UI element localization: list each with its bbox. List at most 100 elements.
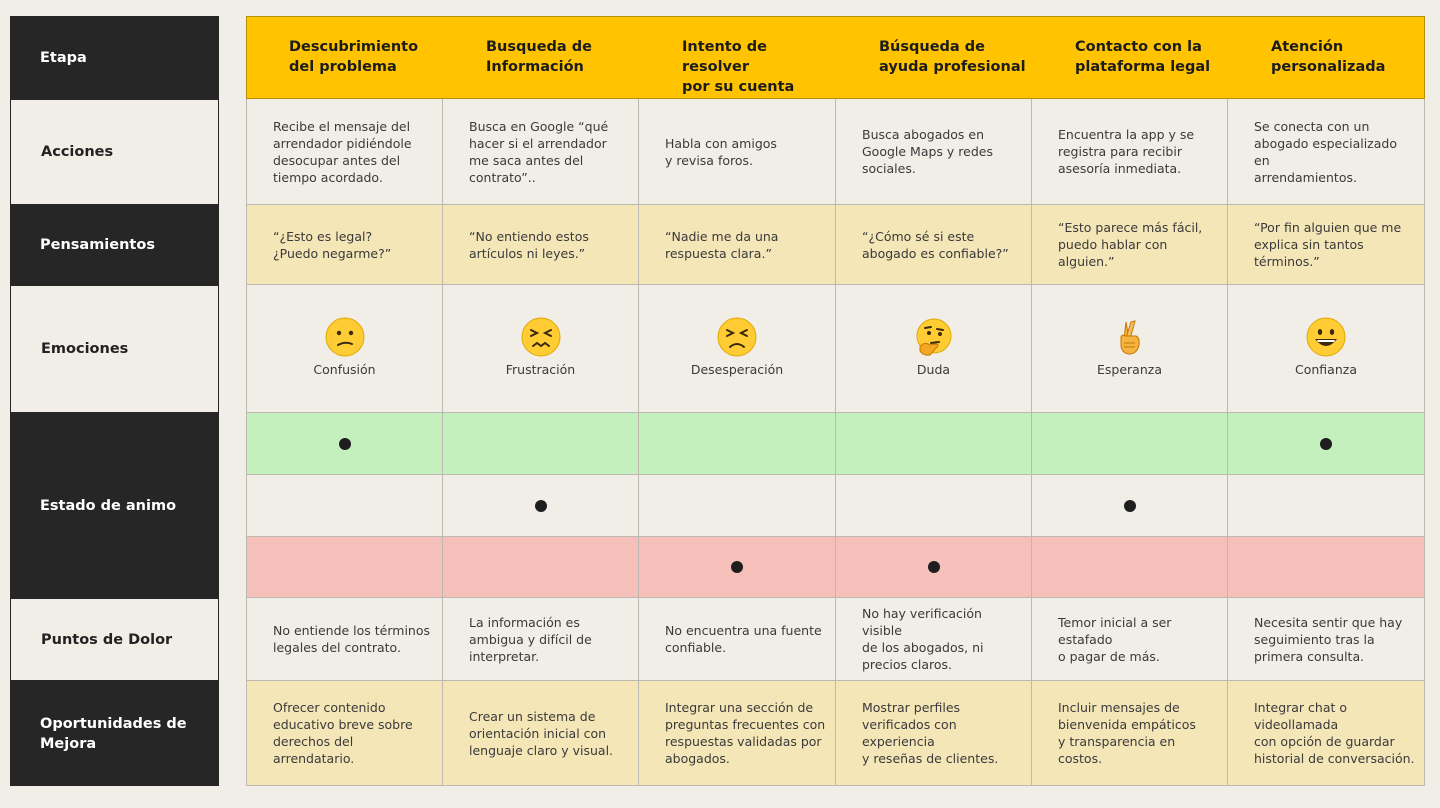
oportunidad-cell: Crear un sistema de orientación inicial … — [443, 681, 639, 786]
mood-dot — [534, 499, 547, 512]
mood-dot — [1123, 499, 1136, 512]
row-header: Descubrimiento del problema Busqueda de I… — [246, 16, 1425, 99]
mood-dot — [338, 437, 351, 450]
emotion-cell: Confianza — [1228, 285, 1425, 413]
stage-title: Descubrimiento del problema — [289, 39, 419, 75]
mood-cell-bajo — [246, 537, 443, 598]
pensamiento-cell: “Nadie me da una respuesta clara.” — [639, 205, 836, 285]
dolor-cell: Necesita sentir que hay seguimiento tras… — [1228, 598, 1425, 681]
mood-cell-alto — [836, 413, 1032, 475]
row-label-acciones: Acciones — [10, 99, 219, 205]
emotion-label: Frustración — [505, 362, 576, 377]
emoji-wrapper — [247, 317, 442, 361]
accion-text: Busca en Google “qué hacer si el arrenda… — [469, 119, 609, 185]
stage-header: Contacto con la plataforma legal — [1033, 17, 1229, 100]
pensamiento-text: “Esto parece más fácil, puedo hablar con… — [1058, 220, 1203, 269]
pensamiento-text: “¿Cómo sé si este abogado es confiable?” — [862, 229, 1009, 261]
emotion-cell: Esperanza — [1032, 285, 1228, 413]
emoji-wrapper — [836, 317, 1031, 361]
pensamiento-text: “Nadie me da una respuesta clara.” — [665, 229, 779, 261]
dolor-cell: Temor inicial a ser estafado o pagar de … — [1032, 598, 1228, 681]
row-label-pensamientos: Pensamientos — [10, 205, 219, 285]
emoji-wrapper — [1228, 317, 1424, 361]
oportunidad-cell: Ofrecer contenido educativo breve sobre … — [246, 681, 443, 786]
row-label-estado-text: Estado de animo — [40, 497, 177, 514]
emotion-label: Confusión — [313, 362, 376, 377]
emotion-label: Confianza — [1295, 362, 1357, 377]
row-pensamiento: “¿Esto es legal? ¿Puedo negarme?” “No ent… — [246, 205, 1425, 285]
pensamiento-cell: “¿Cómo sé si este abogado es confiable?” — [836, 205, 1032, 285]
stage-header: Intento de resolver por su cuenta — [640, 17, 837, 100]
accion-text: Recibe el mensaje del arrendador pidiénd… — [273, 119, 412, 185]
accion-cell: Se conecta con un abogado especializado … — [1228, 99, 1425, 205]
oportunidad-text: Incluir mensajes de bienvenida empáticos… — [1058, 700, 1196, 766]
mood-cell-bajo — [443, 537, 639, 598]
dolor-cell: La información es ambigua y difícil de i… — [443, 598, 639, 681]
persevering-face-icon — [717, 317, 757, 357]
dolor-text: No entiende los términos legales del con… — [273, 623, 431, 655]
mood-dot — [731, 561, 743, 573]
mood-dot — [927, 561, 940, 573]
row-label-etapa-text: Etapa — [40, 49, 87, 66]
accion-cell: Habla con amigos y revisa foros. — [639, 99, 836, 205]
mood-cell-alto — [443, 413, 639, 475]
oportunidad-cell: Integrar una sección de preguntas frecue… — [639, 681, 836, 786]
stage-header: Busqueda de Información — [444, 17, 640, 100]
oportunidad-cell: Incluir mensajes de bienvenida empáticos… — [1032, 681, 1228, 786]
stage-header: Atención personalizada — [1229, 17, 1426, 100]
row-dolor: No entiende los términos legales del con… — [246, 598, 1425, 681]
emotion-cell: Desesperación — [639, 285, 836, 413]
row-label-pensamientos-text: Pensamientos — [40, 237, 155, 253]
dolor-text: La información es ambigua y difícil de i… — [469, 615, 592, 664]
pensamiento-cell: “Esto parece más fácil, puedo hablar con… — [1032, 205, 1228, 285]
row-mood-alto — [246, 413, 1425, 475]
mood-cell-alto — [1228, 413, 1425, 475]
crossed-fingers-icon — [1120, 320, 1140, 355]
stage-header: Descubrimiento del problema — [247, 17, 444, 100]
row-mood-medio — [246, 475, 1425, 537]
emoji-wrapper — [639, 317, 835, 361]
row-accion: Recibe el mensaje del arrendador pidiénd… — [246, 99, 1425, 205]
emoji-wrapper — [1032, 317, 1227, 361]
emotion-label: Desesperación — [690, 362, 784, 377]
dolor-cell: No encuentra una fuente confiable. — [639, 598, 836, 681]
mood-cell-medio — [639, 475, 836, 537]
row-oportunidad: Ofrecer contenido educativo breve sobre … — [246, 681, 1425, 786]
pensamiento-cell: “¿Esto es legal? ¿Puedo negarme?” — [246, 205, 443, 285]
stage-title: Busqueda de Información — [486, 39, 592, 75]
accion-cell: Encuentra la app y se registra para reci… — [1032, 99, 1228, 205]
emotion-cell: Confusión — [246, 285, 443, 413]
oportunidad-text: Integrar una sección de preguntas frecue… — [665, 700, 826, 766]
emotion-cell: Frustración — [443, 285, 639, 413]
stage-title: Intento de resolver por su cuenta — [682, 39, 795, 95]
dolor-cell: No entiende los términos legales del con… — [246, 598, 443, 681]
dolor-text: Necesita sentir que hay seguimiento tras… — [1254, 615, 1403, 664]
mood-cell-bajo — [1032, 537, 1228, 598]
pensamiento-cell: “Por fin alguien que me explica sin tant… — [1228, 205, 1425, 285]
stage-header: Búsqueda de ayuda profesional — [837, 17, 1033, 100]
accion-text: Habla con amigos y revisa foros. — [665, 136, 777, 168]
accion-text: Se conecta con un abogado especializado … — [1254, 119, 1397, 185]
mood-dot — [1320, 437, 1332, 450]
oportunidad-cell: Mostrar perfiles verificados con experie… — [836, 681, 1032, 786]
dolor-cell: No hay verificación visible de los aboga… — [836, 598, 1032, 681]
accion-text: Busca abogados en Google Maps y redes so… — [862, 127, 993, 176]
dolor-text: No encuentra una fuente confiable. — [665, 623, 822, 655]
accion-text: Encuentra la app y se registra para reci… — [1058, 127, 1195, 176]
mood-cell-medio — [443, 475, 639, 537]
stage-title: Contacto con la plataforma legal — [1075, 39, 1211, 75]
row-label-emociones-text: Emociones — [41, 341, 129, 357]
mood-cell-bajo — [836, 537, 1032, 598]
confused-face-icon — [325, 317, 364, 357]
mood-cell-alto — [1032, 413, 1228, 475]
row-label-oportunidades: Oportunidades de Mejora — [10, 681, 219, 786]
row-mood-bajo — [246, 537, 1425, 598]
accion-cell: Recibe el mensaje del arrendador pidiénd… — [246, 99, 443, 205]
dolor-text: Temor inicial a ser estafado o pagar de … — [1058, 615, 1172, 664]
oportunidad-text: Mostrar perfiles verificados con experie… — [862, 700, 999, 766]
mood-cell-alto — [246, 413, 443, 475]
emotion-label: Esperanza — [1097, 362, 1162, 377]
mood-cell-bajo — [1228, 537, 1425, 598]
confounded-face-icon — [521, 317, 560, 357]
dolor-text: No hay verificación visible de los aboga… — [862, 606, 984, 672]
